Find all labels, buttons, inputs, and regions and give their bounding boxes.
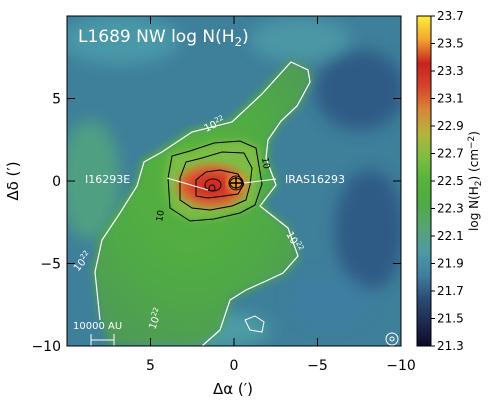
y-tick-label: 5 xyxy=(52,92,61,108)
contour-22-7 xyxy=(179,151,253,211)
colorbar-tick-label: 22.9 xyxy=(437,119,464,133)
colorbar-tick-label: 23.7 xyxy=(437,9,464,23)
y-tick-label: −5 xyxy=(40,257,61,273)
contour-label-1: 1022 xyxy=(202,114,227,135)
map-title: L1689 NW log N(H2) xyxy=(78,27,249,49)
contour-label-5: 10 xyxy=(155,209,167,222)
contour-label-4: 1022 xyxy=(146,306,166,331)
x-tick-label: −5 xyxy=(307,358,328,374)
x-axis-ticks: 5 0 −5 −10 xyxy=(146,16,416,374)
colorbar-tick-label: 22.7 xyxy=(437,147,464,161)
colorbar-tick-label: 21.3 xyxy=(437,339,464,353)
source-marker-i16293e xyxy=(208,184,216,192)
colorbar-scale xyxy=(416,15,432,347)
source-pointer-i16293e xyxy=(166,177,209,191)
colorbar-tick-label: 22.3 xyxy=(437,202,464,216)
x-tick-label: 5 xyxy=(146,358,155,374)
beam-symbol xyxy=(385,332,399,346)
y-axis-label: Δδ (′) xyxy=(4,161,22,200)
scale-bar: 10000 AU xyxy=(73,321,122,346)
map-panel: 1022 1022 1022 1022 10 10 I16293E IRAS16… xyxy=(66,15,402,347)
colorbar-tick-label: 21.9 xyxy=(437,257,464,271)
source-pointer-iras16293 xyxy=(243,178,277,184)
colorbar-tick-label: 23.1 xyxy=(437,92,464,106)
colorbar: 23.7 23.5 23.3 23.1 22.9 22.7 22.5 22.3 22.1 21.9… xyxy=(416,9,484,353)
colorbar-label: log N(H2) (cm−2) xyxy=(467,131,484,231)
scale-bar-label: 10000 AU xyxy=(73,321,122,332)
contour-22-white xyxy=(94,61,311,347)
contour-23 xyxy=(195,169,245,199)
x-tick-label: 0 xyxy=(230,358,239,374)
source-annotations: I16293E IRAS16293 xyxy=(85,173,345,192)
axes: 5 0 −5 −10 5 0 −5 −10 Δα (′) Δδ (′) xyxy=(4,16,416,398)
x-tick-label: −10 xyxy=(386,358,416,374)
colorbar-tick-label: 22.5 xyxy=(437,174,464,188)
source-label-iras16293: IRAS16293 xyxy=(285,173,345,186)
source-marker-iras16293 xyxy=(228,175,244,191)
colorbar-tick-label: 21.7 xyxy=(437,284,464,298)
contour-island xyxy=(244,315,265,333)
colorbar-tick-label: 21.5 xyxy=(437,312,464,326)
contour-22-5 xyxy=(167,140,263,222)
colorbar-ticks: 23.7 23.5 23.3 23.1 22.9 22.7 22.5 22.3 22.1 21.9… xyxy=(431,9,464,353)
colorbar-tick-label: 23.3 xyxy=(437,64,464,78)
colorbar-tick-label: 23.5 xyxy=(437,37,464,51)
contour-label-6: 10 xyxy=(259,157,271,170)
source-label-i16293e: I16293E xyxy=(85,173,130,186)
colorbar-tick-label: 22.1 xyxy=(437,229,464,243)
y-tick-label: −10 xyxy=(31,339,61,355)
y-axis-ticks: 5 0 −5 −10 xyxy=(31,92,401,355)
dense-core xyxy=(176,164,248,208)
contour-labels: 1022 1022 1022 1022 10 10 xyxy=(72,114,306,331)
x-axis-label: Δα (′) xyxy=(213,380,253,398)
y-tick-label: 0 xyxy=(52,174,61,190)
